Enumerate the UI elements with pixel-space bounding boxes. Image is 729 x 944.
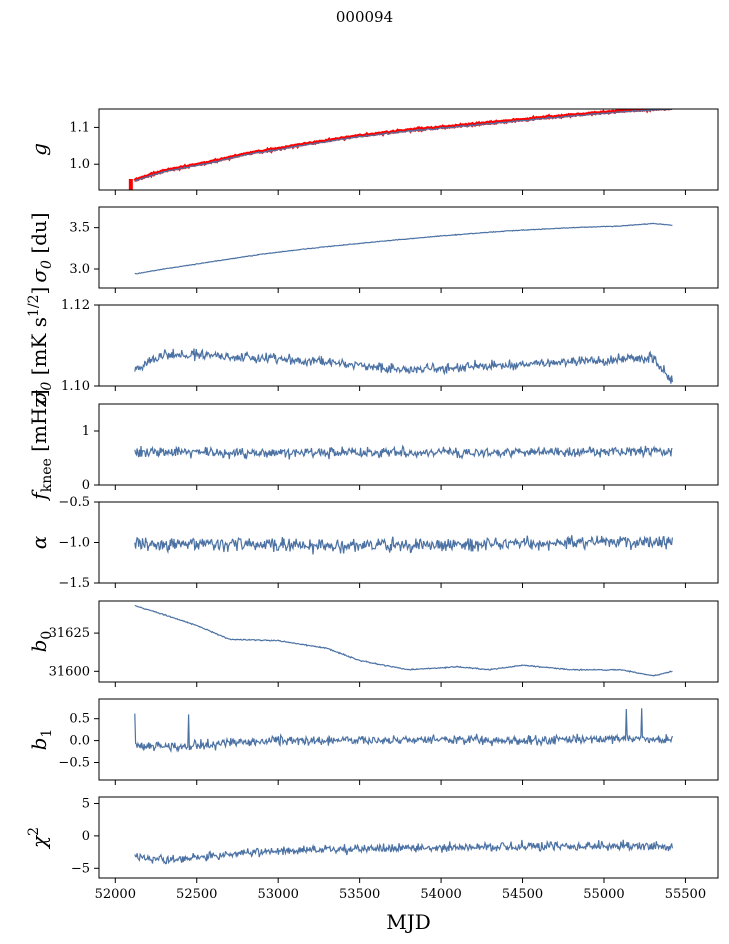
svg-text:σ0 [mK s1/2]: σ0 [mK s1/2] xyxy=(26,287,55,405)
svg-text:b0: b0 xyxy=(27,631,55,653)
svg-text:α: α xyxy=(27,535,51,549)
panel-8-xtick: 53000 xyxy=(258,878,299,902)
svg-text:b1: b1 xyxy=(27,729,55,751)
panel-7-ytick: 0.0 xyxy=(69,734,99,749)
panel-8-xtick: 52000 xyxy=(95,878,136,902)
svg-text:52500: 52500 xyxy=(176,887,217,902)
svg-text:1.1: 1.1 xyxy=(69,120,90,135)
svg-text:5: 5 xyxy=(82,796,90,811)
panel-2-series-line xyxy=(134,222,673,275)
panel-1-ytick: 1.0 xyxy=(69,157,99,172)
svg-text:54000: 54000 xyxy=(420,887,461,902)
panel-4-ytick: 0 xyxy=(82,478,99,493)
panel-3-frame xyxy=(98,304,719,387)
svg-text:0.0: 0.0 xyxy=(69,734,90,749)
panel-2-ytick: 3.5 xyxy=(69,221,99,236)
panel-6-series-line xyxy=(134,604,673,677)
panel-4-ylabel: fknee [mHz] xyxy=(27,389,55,501)
panel-1: 1.0 1.1 xyxy=(69,108,719,195)
panel-2-ylabel: σ0 [du] xyxy=(27,212,55,282)
panel-1-ytick: 1.1 xyxy=(69,120,99,135)
svg-text:fknee [mHz]: fknee [mHz] xyxy=(27,389,55,501)
panel-5: −1.5 −1.0 −0.5 xyxy=(58,495,719,591)
panel-8: −5 0 5 52000 52500 53000 53500 54000 54500 55000 5… xyxy=(71,796,719,902)
panel-3-series-line xyxy=(134,348,673,384)
panel-2-ytick: 3.0 xyxy=(69,262,99,277)
panel-8-series-line xyxy=(134,839,673,865)
svg-text:55000: 55000 xyxy=(583,887,624,902)
svg-text:0.5: 0.5 xyxy=(69,712,90,727)
panel-1-series-line xyxy=(134,109,673,183)
svg-text:σ0 [du]: σ0 [du] xyxy=(27,212,55,282)
panel-8-xtick: 55500 xyxy=(665,878,706,902)
panel-6-frame xyxy=(98,600,719,683)
panel-1-ylabel: g xyxy=(27,143,51,156)
panel-2: 3.0 3.5 xyxy=(69,206,719,293)
panel-6-ytick: 31600 xyxy=(49,664,99,679)
svg-text:3.5: 3.5 xyxy=(69,221,90,236)
panel-1-frame xyxy=(98,108,719,191)
svg-text:1: 1 xyxy=(82,424,90,439)
panel-5-ytick: −1.5 xyxy=(58,576,99,591)
panel-8-ytick: 5 xyxy=(82,796,99,811)
panel-7-ytick: −0.5 xyxy=(58,755,99,770)
svg-text:53000: 53000 xyxy=(258,887,299,902)
panel-7: −0.5 0.0 0.5 xyxy=(58,698,719,785)
svg-text:31600: 31600 xyxy=(49,664,90,679)
svg-text:−1.5: −1.5 xyxy=(58,576,90,591)
panel-8-ylabel: χ2 xyxy=(26,827,51,850)
svg-text:54500: 54500 xyxy=(502,887,543,902)
svg-text:52000: 52000 xyxy=(95,887,136,902)
panel-4-series-line xyxy=(134,444,673,460)
svg-text:χ2: χ2 xyxy=(26,827,51,850)
svg-text:31625: 31625 xyxy=(49,626,90,641)
svg-text:1.10: 1.10 xyxy=(61,379,90,394)
svg-text:1.12: 1.12 xyxy=(61,298,90,313)
svg-text:3.0: 3.0 xyxy=(69,262,90,277)
panel-8-xtick: 52500 xyxy=(176,878,217,902)
panel-4-ytick: 1 xyxy=(82,424,99,439)
svg-text:0: 0 xyxy=(82,829,90,844)
panel-5-ytick: −0.5 xyxy=(58,495,99,510)
panel-8-xtick: 53500 xyxy=(339,878,380,902)
panel-6-ylabel: b0 xyxy=(27,631,55,653)
panel-8-frame xyxy=(98,796,719,879)
panel-8-ytick: −5 xyxy=(71,861,99,876)
svg-text:−0.5: −0.5 xyxy=(58,755,90,770)
panel-4: 01 xyxy=(82,403,719,493)
panel-7-ylabel: b1 xyxy=(27,729,55,751)
svg-text:−1.0: −1.0 xyxy=(58,536,90,551)
panel-1-overlay-line xyxy=(133,109,673,182)
panel-8-xtick: 54000 xyxy=(420,878,462,902)
svg-text:−5: −5 xyxy=(71,861,90,876)
panel-7-series-line xyxy=(134,708,673,754)
panel-8-xtick: 54500 xyxy=(502,878,543,902)
svg-text:−0.5: −0.5 xyxy=(58,495,90,510)
panel-2-frame xyxy=(98,206,719,289)
figure-title: 000094 xyxy=(335,8,394,26)
panel-6-ytick: 31625 xyxy=(49,626,99,641)
svg-text:g: g xyxy=(27,143,51,156)
panel-8-xtick: 55000 xyxy=(583,878,625,902)
panel-3: 1.10 1.12 xyxy=(61,298,719,394)
panel-7-ytick: 0.5 xyxy=(69,712,99,727)
panel-4-frame xyxy=(98,403,719,486)
panel-7-frame xyxy=(98,698,719,781)
panel-6: 31600 31625 xyxy=(49,600,719,687)
panel-3-ytick: 1.12 xyxy=(61,298,99,313)
svg-text:53500: 53500 xyxy=(339,887,380,902)
panel-5-ytick: −1.0 xyxy=(58,536,99,551)
svg-text:55500: 55500 xyxy=(665,887,706,902)
panel-3-ytick: 1.10 xyxy=(61,379,99,394)
svg-text:0: 0 xyxy=(82,478,90,493)
panel-8-ytick: 0 xyxy=(82,829,99,844)
x-axis-label: MJD xyxy=(386,910,431,934)
panel-5-ylabel: α xyxy=(27,535,51,549)
panel-3-ylabel: σ0 [mK s1/2] xyxy=(26,287,55,405)
panel-5-series-line xyxy=(134,535,673,555)
svg-text:1.0: 1.0 xyxy=(69,157,90,172)
